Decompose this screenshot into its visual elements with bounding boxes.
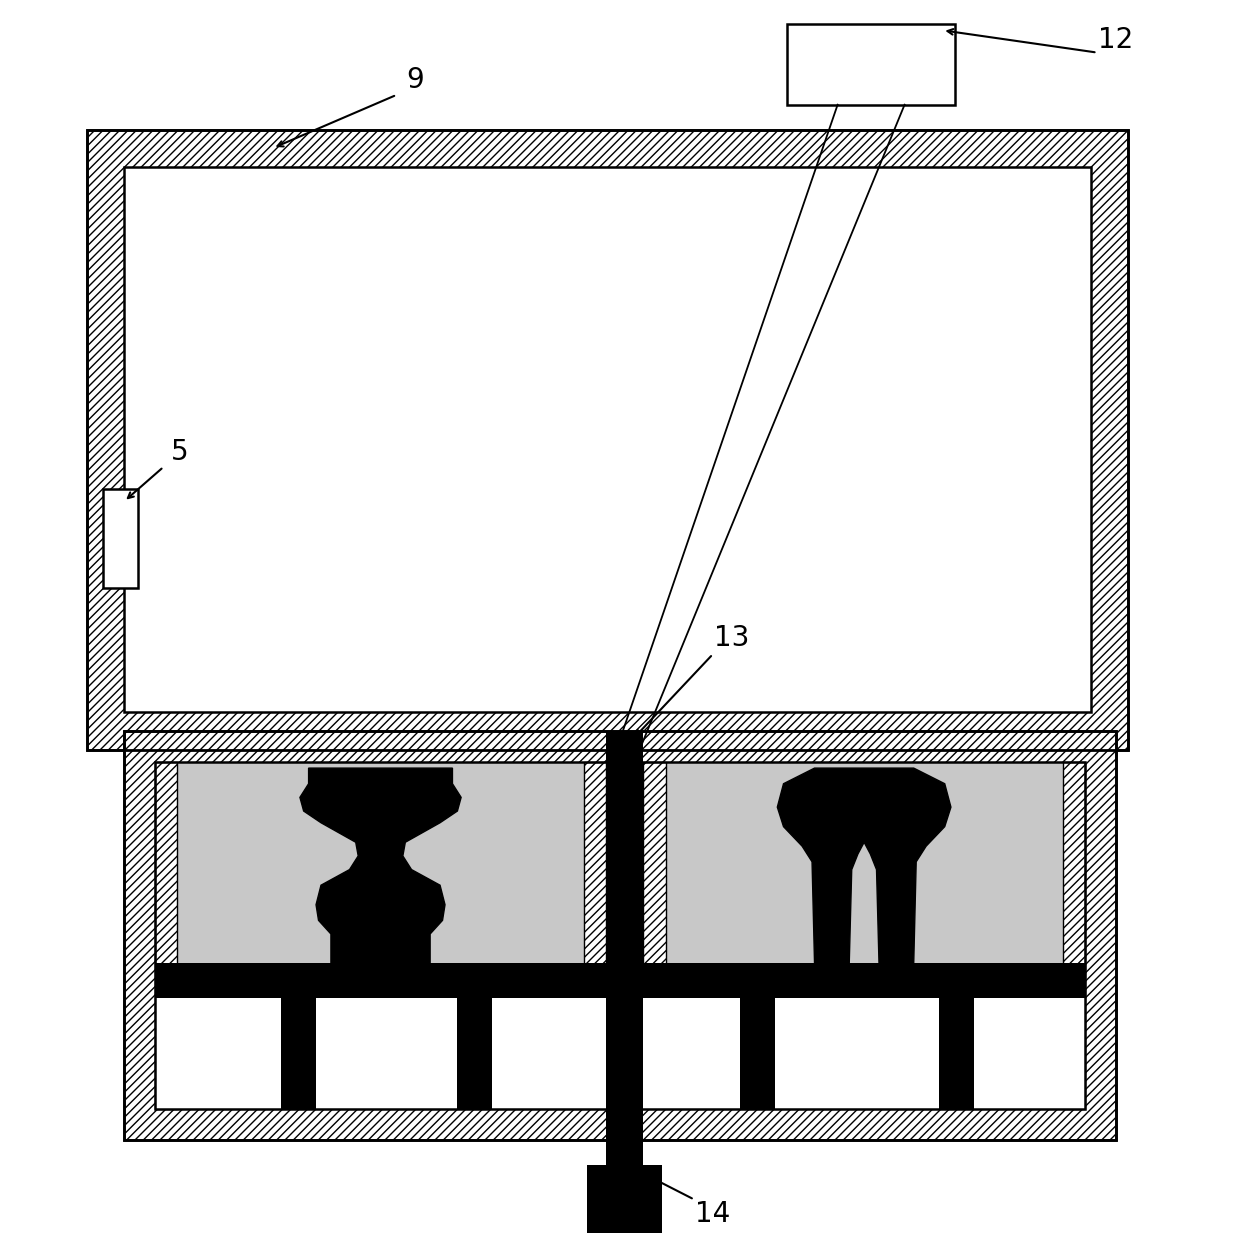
Bar [740, 998, 775, 1110]
Polygon shape [777, 768, 951, 963]
Bar [155, 762, 177, 1110]
Bar [281, 998, 316, 1110]
Polygon shape [300, 768, 461, 963]
Bar [124, 166, 1091, 712]
Bar [124, 166, 1091, 712]
Bar [606, 731, 644, 1110]
Bar [87, 130, 1128, 749]
Bar [124, 731, 1116, 1140]
Bar [644, 963, 1085, 998]
Bar [1063, 762, 1085, 1110]
Bar [155, 762, 606, 1110]
Text: 5: 5 [171, 438, 188, 465]
Bar [644, 762, 666, 971]
Text: 13: 13 [714, 624, 749, 652]
Bar [155, 762, 1085, 1110]
Bar [644, 998, 1085, 1110]
Bar [155, 998, 606, 1110]
Text: 14: 14 [696, 1201, 730, 1228]
Text: 12: 12 [1099, 26, 1133, 54]
Bar [155, 762, 1085, 1110]
Bar [787, 24, 955, 105]
Bar [588, 1165, 662, 1233]
Bar [606, 1110, 644, 1165]
Bar [124, 731, 1116, 1140]
Bar [87, 130, 1128, 749]
Bar [458, 998, 492, 1110]
Bar [584, 762, 606, 971]
Bar [644, 762, 1085, 1110]
Bar [103, 489, 138, 588]
Text: 9: 9 [407, 66, 424, 94]
Bar [155, 963, 606, 998]
Bar [939, 998, 973, 1110]
